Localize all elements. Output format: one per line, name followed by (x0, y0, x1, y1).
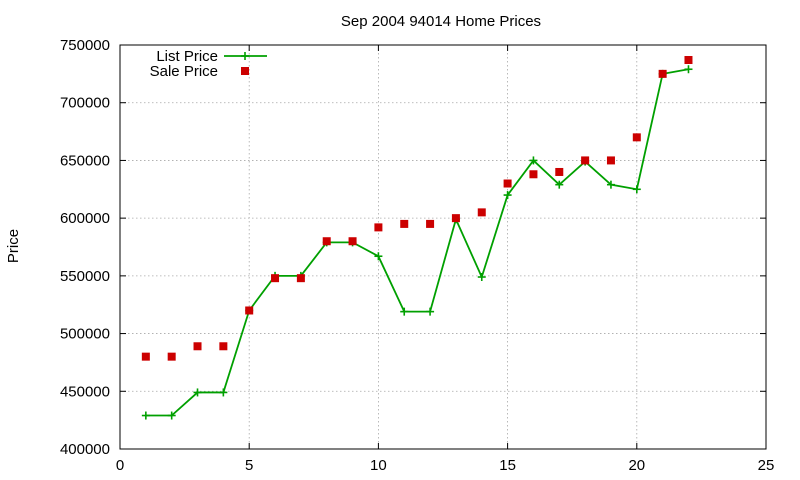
sale-price-point (374, 223, 383, 232)
sale-price-point (296, 274, 305, 283)
list-price-point (684, 65, 693, 74)
sale-price-point (141, 352, 150, 361)
list-price-point (529, 156, 538, 165)
sale-price-point (606, 156, 615, 165)
x-tick-label: 10 (370, 457, 387, 474)
list-price-point (193, 388, 202, 397)
chart-title: Sep 2004 94014 Home Prices (341, 13, 541, 30)
x-tick-label: 25 (758, 457, 775, 474)
y-tick-label: 450000 (60, 383, 110, 400)
x-tick-label: 5 (245, 457, 253, 474)
list-price-point (632, 185, 641, 194)
axis-ticks: 0 5 10 15 20 25 400000 450000 500000 550000 600000… (60, 37, 774, 474)
sale-price-point (477, 208, 486, 217)
list-price-point (606, 180, 615, 189)
list-price-point (219, 388, 228, 397)
x-tick-label: 0 (116, 457, 124, 474)
legend-square-swatch (241, 67, 249, 75)
y-tick-label: 550000 (60, 268, 110, 285)
list-price-line (145, 68, 689, 417)
y-tick-label: 600000 (60, 210, 110, 227)
legend-plus-swatch (241, 52, 249, 60)
sale-price-point (555, 167, 564, 176)
sale-price-point (400, 219, 409, 228)
list-price-point (555, 180, 564, 189)
sale-price-point (219, 342, 228, 351)
y-tick-label: 700000 (60, 95, 110, 112)
x-tick-label: 15 (499, 457, 516, 474)
series-layer (141, 56, 693, 420)
sale-price-point (581, 156, 590, 165)
list-price-point (503, 191, 512, 200)
y-tick-label: 400000 (60, 441, 110, 458)
sale-price-point (426, 219, 435, 228)
legend-item: List Price (156, 48, 267, 65)
y-tick-label: 500000 (60, 326, 110, 343)
sale-price-point (271, 274, 280, 283)
list-price-point (426, 307, 435, 316)
sale-price-point (193, 342, 202, 351)
legend-label: Sale Price (150, 63, 218, 80)
list-price-point (400, 307, 409, 316)
list-price-point (374, 252, 383, 261)
sale-price-point (348, 237, 357, 246)
y-tick-label: 750000 (60, 37, 110, 54)
y-tick-label: 650000 (60, 152, 110, 169)
grid (120, 45, 766, 449)
list-price-point (141, 411, 150, 420)
legend-item: Sale Price (150, 63, 249, 80)
sale-price-point (503, 179, 512, 188)
sale-price-point (658, 69, 667, 78)
series-list-price (141, 65, 693, 420)
sale-price-point (529, 170, 538, 179)
list-price-point (167, 411, 176, 420)
sale-price-point (167, 352, 176, 361)
sale-price-point (632, 133, 641, 142)
plot-frame (119, 44, 767, 450)
series-sale-price (141, 56, 693, 361)
list-price-point (477, 273, 486, 282)
sale-price-point (245, 306, 254, 315)
sale-price-point (451, 214, 460, 223)
legend-label: List Price (156, 48, 218, 65)
y-axis-label: Price (5, 229, 22, 263)
sale-price-point (322, 237, 331, 246)
sale-price-point (684, 56, 693, 65)
x-tick-label: 20 (628, 457, 645, 474)
